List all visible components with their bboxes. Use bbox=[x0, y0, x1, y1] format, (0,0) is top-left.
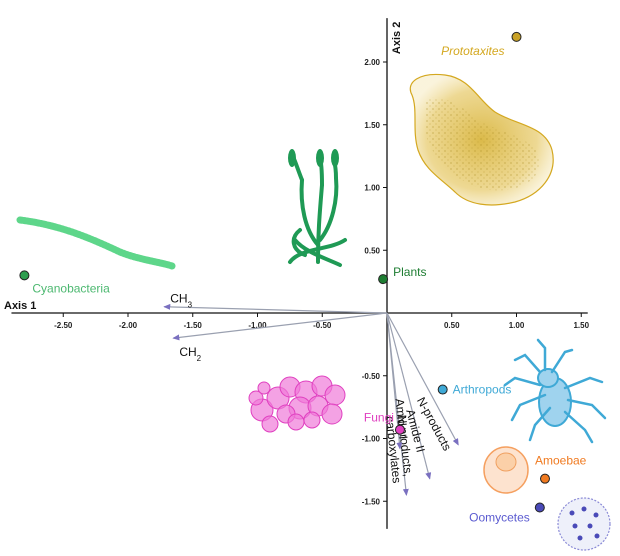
point-fungi bbox=[394, 424, 405, 435]
y-tick-label: 2.00 bbox=[364, 58, 380, 67]
x-axis-title: Axis 1 bbox=[4, 300, 36, 312]
y-tick-label: -0.50 bbox=[362, 372, 381, 381]
point-label: Plants bbox=[393, 265, 426, 279]
data-points: Prototaxites Plants Cyanobacteria Arthropod… bbox=[19, 31, 587, 525]
x-tick-label: -2.50 bbox=[54, 321, 73, 330]
point-prototaxites bbox=[511, 31, 522, 42]
x-tick-label: -2.00 bbox=[119, 321, 138, 330]
x-tick-label: -1.50 bbox=[184, 321, 203, 330]
y-tick-label: 1.00 bbox=[364, 184, 380, 193]
vector-arrow bbox=[386, 312, 432, 480]
y-tick-label: 1.50 bbox=[364, 121, 380, 130]
x-tick-label: 1.50 bbox=[573, 321, 589, 330]
point-plants bbox=[378, 274, 389, 285]
cyanobacteria-illustration bbox=[16, 216, 176, 270]
point-label: Fungi bbox=[364, 411, 394, 425]
y-tick-label: 0.50 bbox=[364, 246, 380, 255]
point-cyanobacteria bbox=[19, 270, 30, 281]
fungi-illustration bbox=[248, 375, 346, 433]
arthropod-illustration bbox=[503, 338, 607, 444]
point-label: Amoebae bbox=[535, 454, 587, 468]
y-axis-title: Axis 2 bbox=[391, 22, 403, 54]
x-tick-label: 0.50 bbox=[444, 321, 460, 330]
vector-label: CH2 bbox=[179, 345, 201, 363]
point-label: Oomycetes bbox=[469, 511, 530, 525]
vector-label: CH3 bbox=[170, 292, 192, 310]
point-label: Cyanobacteria bbox=[32, 281, 110, 295]
point-arthropods bbox=[437, 384, 448, 395]
y-tick-label: -1.00 bbox=[362, 435, 381, 444]
y-tick-label: -1.50 bbox=[362, 497, 381, 506]
axes: -2.50 -2.00 -1.50 -1.00 -0.50 0.50 1.00 1.50 2.0… bbox=[4, 18, 590, 529]
vector-arrow bbox=[172, 312, 388, 341]
x-tick-label: -0.50 bbox=[313, 321, 332, 330]
vector-arrow bbox=[163, 303, 388, 314]
amoeba-illustration bbox=[483, 446, 529, 494]
x-tick-label: 1.00 bbox=[509, 321, 525, 330]
plant-illustration bbox=[288, 149, 347, 267]
point-amoebae bbox=[539, 473, 550, 484]
point-label: Prototaxites bbox=[441, 44, 504, 58]
point-oomycetes bbox=[534, 502, 545, 513]
prototaxites-illustration bbox=[409, 73, 554, 206]
vector-arrow bbox=[386, 312, 459, 446]
point-label: Arthropods bbox=[453, 383, 512, 397]
x-tick-label: -1.00 bbox=[248, 321, 267, 330]
oomycete-illustration bbox=[557, 497, 611, 551]
